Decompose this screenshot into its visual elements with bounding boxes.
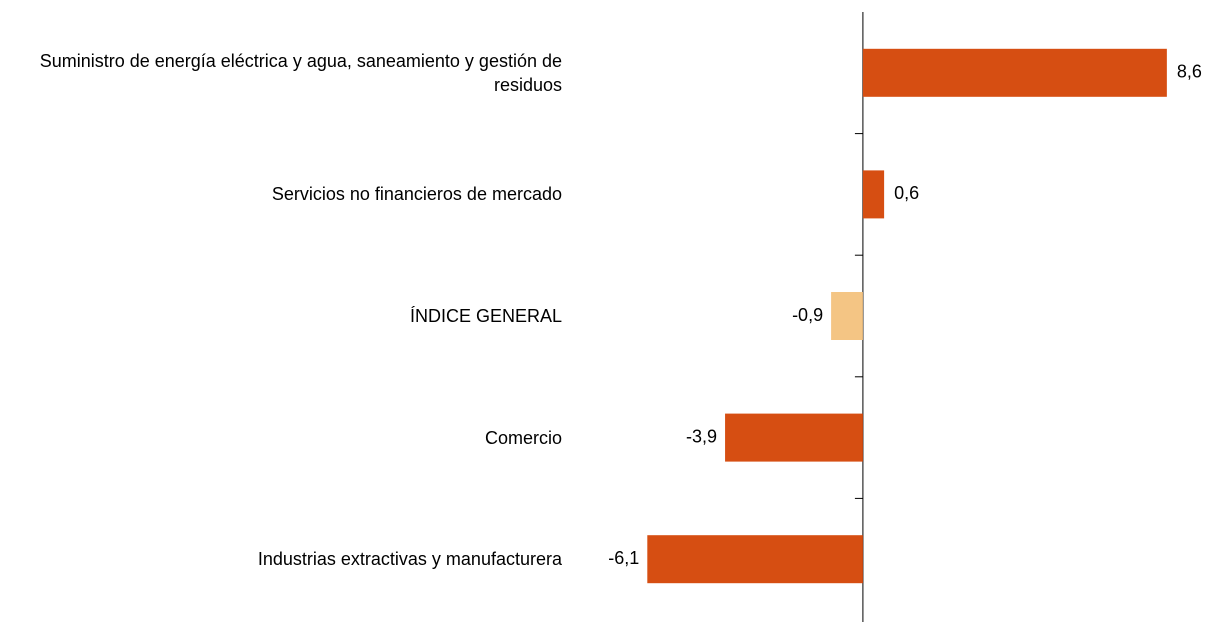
category-label: Comercio bbox=[484, 427, 562, 448]
bar bbox=[725, 413, 863, 462]
category-label: Industrias extractivas y manufacturera bbox=[257, 549, 562, 570]
bar bbox=[862, 170, 885, 219]
value-label: -6,1 bbox=[608, 548, 639, 568]
value-label: 8,6 bbox=[1177, 62, 1202, 82]
value-label: -0,9 bbox=[792, 305, 823, 325]
value-label: 0,6 bbox=[894, 183, 919, 203]
category-label: Suministro de energía eléctrica y agua, … bbox=[39, 50, 562, 95]
category-label: ÍNDICE GENERAL bbox=[409, 306, 562, 326]
category-label: Servicios no financieros de mercado bbox=[271, 184, 562, 205]
bar bbox=[862, 48, 1167, 97]
value-label: -3,9 bbox=[686, 426, 717, 446]
bar bbox=[831, 292, 863, 340]
bar bbox=[647, 535, 863, 584]
